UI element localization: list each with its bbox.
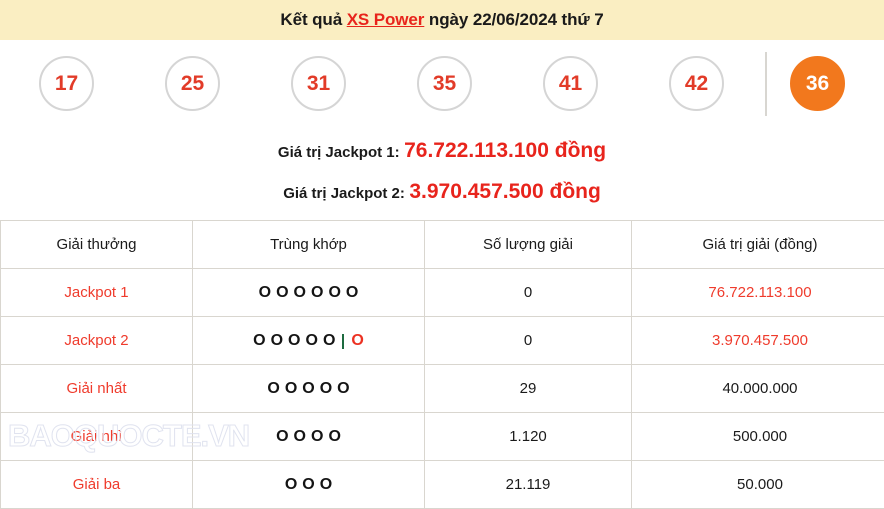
result-ball-4: 35	[417, 56, 472, 111]
match-dot-icon: O	[271, 333, 283, 349]
column-header-match: Trùng khớp	[193, 221, 425, 269]
result-ball-6: 42	[669, 56, 724, 111]
match-dot-icon: O	[253, 333, 265, 349]
match-dot-icon: O	[267, 381, 279, 397]
result-balls-row: 17 25 31 35 41 42 36	[0, 40, 884, 138]
match-dot-icon: O	[288, 333, 300, 349]
jackpot-2-value: 3.970.457.500 đồng	[409, 180, 600, 203]
cell-prize-name: Giải nhì	[1, 413, 193, 461]
match-dot-icon: O	[311, 285, 323, 301]
cell-prize-name: Jackpot 1	[1, 269, 193, 317]
cell-winner-count: 1.120	[425, 413, 632, 461]
cell-winner-count: 0	[425, 269, 632, 317]
match-dot-icon: O	[320, 381, 332, 397]
match-dot-icon: O	[276, 429, 288, 445]
cell-prize-name: Giải ba	[1, 461, 193, 509]
result-ball-2: 25	[165, 56, 220, 111]
match-dot-icon: O	[294, 285, 306, 301]
result-ball-1: 17	[39, 56, 94, 111]
cell-winner-count: 21.119	[425, 461, 632, 509]
table-header-row: Giải thưởng Trùng khớp Số lượng giải Giá…	[1, 221, 884, 269]
match-separator-icon	[342, 334, 344, 349]
cell-prize-value: 76.722.113.100	[632, 269, 884, 317]
match-dot-icon: O	[285, 477, 297, 493]
match-dot-icon: O	[276, 285, 288, 301]
jackpot-2-label: Giá trị Jackpot 2:	[283, 185, 405, 202]
cell-winner-count: 0	[425, 317, 632, 365]
match-dot-icon: O	[328, 285, 340, 301]
prize-table: Giải thưởng Trùng khớp Số lượng giải Giá…	[0, 220, 884, 509]
result-ball-5: 41	[543, 56, 598, 111]
match-dot-icon: O	[311, 429, 323, 445]
column-header-value: Giá trị giải (đồng)	[632, 221, 884, 269]
xs-power-link[interactable]: XS Power	[347, 10, 425, 29]
column-header-count: Số lượng giải	[425, 221, 632, 269]
jackpot-1-label: Giá trị Jackpot 1:	[278, 144, 400, 161]
match-dot-icon: O	[323, 333, 335, 349]
bonus-ball-divider	[765, 52, 767, 116]
cell-winner-count: 29	[425, 365, 632, 413]
header-prefix: Kết quả	[280, 10, 346, 29]
match-dot-icon: O	[285, 381, 297, 397]
jackpot-values: Giá trị Jackpot 1: 76.722.113.100 đồng G…	[0, 138, 884, 202]
match-dot-icon: O	[306, 333, 318, 349]
match-dot-icon: O	[302, 477, 314, 493]
jackpot-2-line: Giá trị Jackpot 2: 3.970.457.500 đồng	[0, 181, 884, 202]
header-banner: Kết quả XS Power ngày 22/06/2024 thứ 7	[0, 0, 884, 40]
match-dot-icon: O	[259, 285, 271, 301]
column-header-prize: Giải thưởng	[1, 221, 193, 269]
jackpot-1-line: Giá trị Jackpot 1: 76.722.113.100 đồng	[0, 140, 884, 161]
cell-prize-value: 500.000	[632, 413, 884, 461]
bonus-ball: 36	[790, 56, 845, 111]
cell-prize-name: Giải nhất	[1, 365, 193, 413]
cell-prize-value: 3.970.457.500	[632, 317, 884, 365]
cell-prize-value: 50.000	[632, 461, 884, 509]
header-suffix: ngày 22/06/2024 thứ 7	[424, 10, 603, 29]
jackpot-1-value: 76.722.113.100 đồng	[404, 139, 606, 162]
match-dot-icon: O	[294, 429, 306, 445]
page-title: Kết quả XS Power ngày 22/06/2024 thứ 7	[280, 10, 603, 30]
cell-prize-name: Jackpot 2	[1, 317, 193, 365]
match-dot-icon: O	[346, 285, 358, 301]
cell-prize-value: 40.000.000	[632, 365, 884, 413]
match-dot-icon: O	[337, 381, 349, 397]
match-dot-icon: O	[302, 381, 314, 397]
match-dot-icon: O	[320, 477, 332, 493]
match-dot-bonus-icon: O	[351, 333, 363, 349]
result-ball-3: 31	[291, 56, 346, 111]
match-dot-icon: O	[328, 429, 340, 445]
